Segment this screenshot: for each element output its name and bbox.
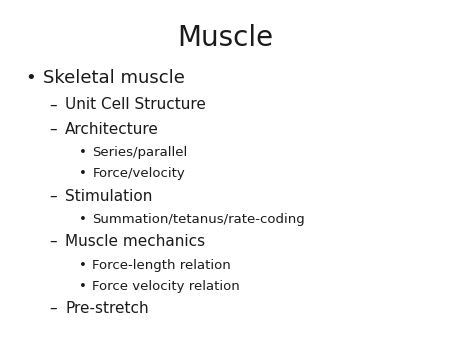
Text: Pre-stretch: Pre-stretch xyxy=(65,301,149,316)
Text: Muscle mechanics: Muscle mechanics xyxy=(65,234,205,249)
Text: –: – xyxy=(50,97,57,112)
Text: Muscle: Muscle xyxy=(177,24,273,52)
Text: –: – xyxy=(50,122,57,137)
Text: Summation/tetanus/rate-coding: Summation/tetanus/rate-coding xyxy=(92,213,305,226)
Text: •: • xyxy=(79,213,86,226)
Text: –: – xyxy=(50,189,57,203)
Text: •: • xyxy=(79,280,86,293)
Text: –: – xyxy=(50,234,57,249)
Text: Force-length relation: Force-length relation xyxy=(92,259,231,271)
Text: Skeletal muscle: Skeletal muscle xyxy=(43,69,184,87)
Text: Unit Cell Structure: Unit Cell Structure xyxy=(65,97,206,112)
Text: Stimulation: Stimulation xyxy=(65,189,153,203)
Text: Architecture: Architecture xyxy=(65,122,159,137)
Text: Force/velocity: Force/velocity xyxy=(92,167,185,180)
Text: •: • xyxy=(79,146,86,159)
Text: Force velocity relation: Force velocity relation xyxy=(92,280,240,293)
Text: •: • xyxy=(79,259,86,271)
Text: –: – xyxy=(50,301,57,316)
Text: •: • xyxy=(79,167,86,180)
Text: Series/parallel: Series/parallel xyxy=(92,146,188,159)
Text: •: • xyxy=(25,69,36,87)
